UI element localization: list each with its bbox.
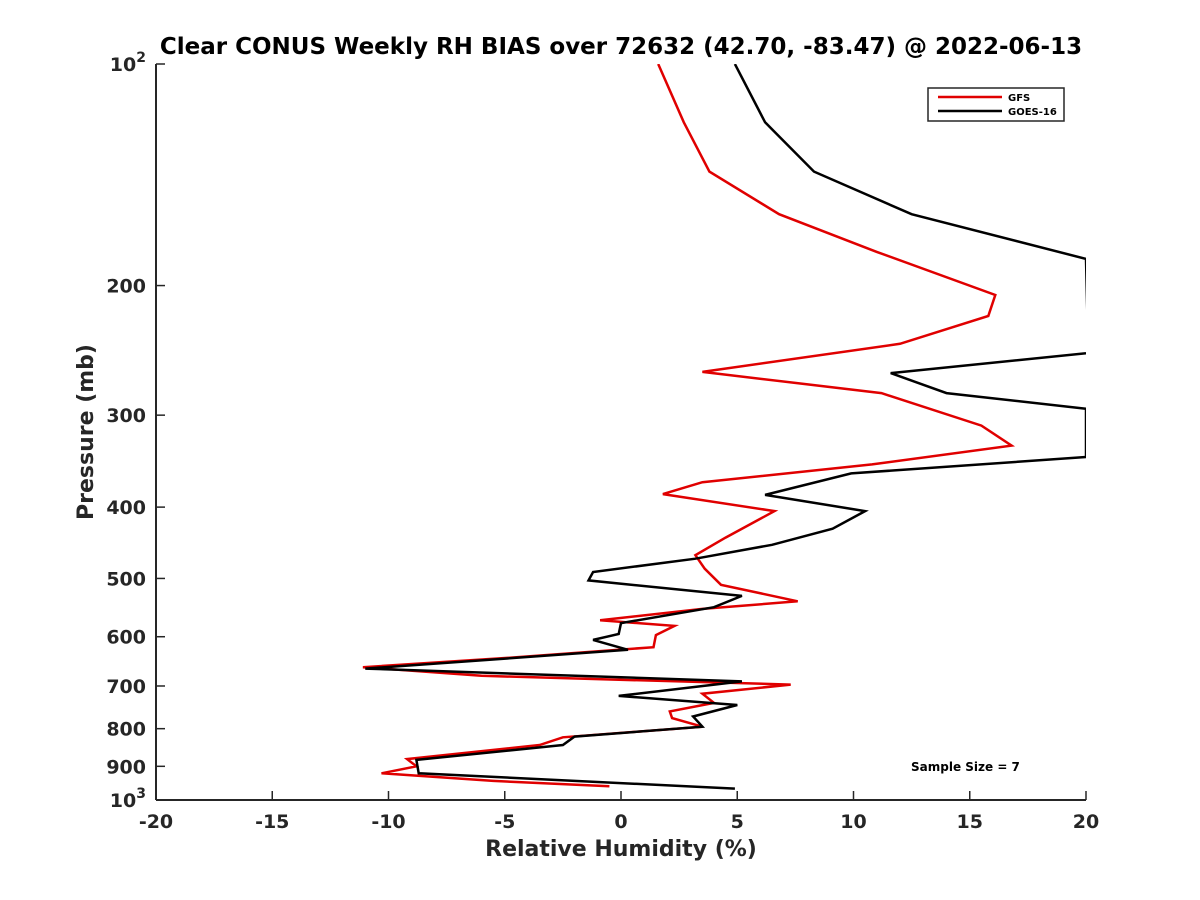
- x-tick-label: -20: [139, 811, 173, 833]
- x-tick-label: -5: [494, 811, 515, 833]
- x-tick-label: 5: [731, 811, 744, 833]
- x-ticks: -20 -15 -10 -5 0 5 10 15 20: [139, 791, 1099, 833]
- x-tick-label: 15: [957, 811, 983, 833]
- y-tick-label: 500: [106, 568, 146, 590]
- y-ticks: 102 200 300 400 500 600 700 800 900 103: [106, 50, 165, 812]
- chart-title: Clear CONUS Weekly RH BIAS over 72632 (4…: [160, 34, 1082, 60]
- x-tick-label: 20: [1073, 811, 1099, 833]
- y-tick-label: 103: [110, 786, 146, 812]
- legend-label-goes-16: GOES-16: [1008, 107, 1057, 118]
- y-tick-label: 200: [106, 276, 146, 298]
- x-tick-label: -10: [371, 811, 405, 833]
- y-tick-label: 700: [106, 676, 146, 698]
- axes-frame: [155, 64, 1086, 801]
- y-tick-label: 900: [106, 756, 146, 778]
- x-axis-label: Relative Humidity (%): [485, 837, 757, 862]
- x-tick-label: 10: [840, 811, 866, 833]
- series-layer: [362, 64, 1086, 790]
- y-tick-label: 102: [110, 50, 146, 76]
- series-line-gfs: [362, 64, 1016, 788]
- y-tick-label: 400: [106, 497, 146, 519]
- legend-label-gfs: GFS: [1008, 93, 1030, 104]
- sample-size-annotation: Sample Size = 7: [911, 760, 1020, 774]
- y-axis-label: Pressure (mb): [74, 344, 99, 520]
- series-line-goes-16: [365, 64, 1086, 790]
- legend: GFS GOES-16: [927, 87, 1065, 122]
- x-tick-label: 0: [614, 811, 627, 833]
- y-tick-label: 800: [106, 719, 146, 741]
- y-tick-label: 600: [106, 627, 146, 649]
- y-tick-label: 300: [106, 405, 146, 427]
- x-tick-label: -15: [255, 811, 289, 833]
- legend-box: [927, 87, 1065, 122]
